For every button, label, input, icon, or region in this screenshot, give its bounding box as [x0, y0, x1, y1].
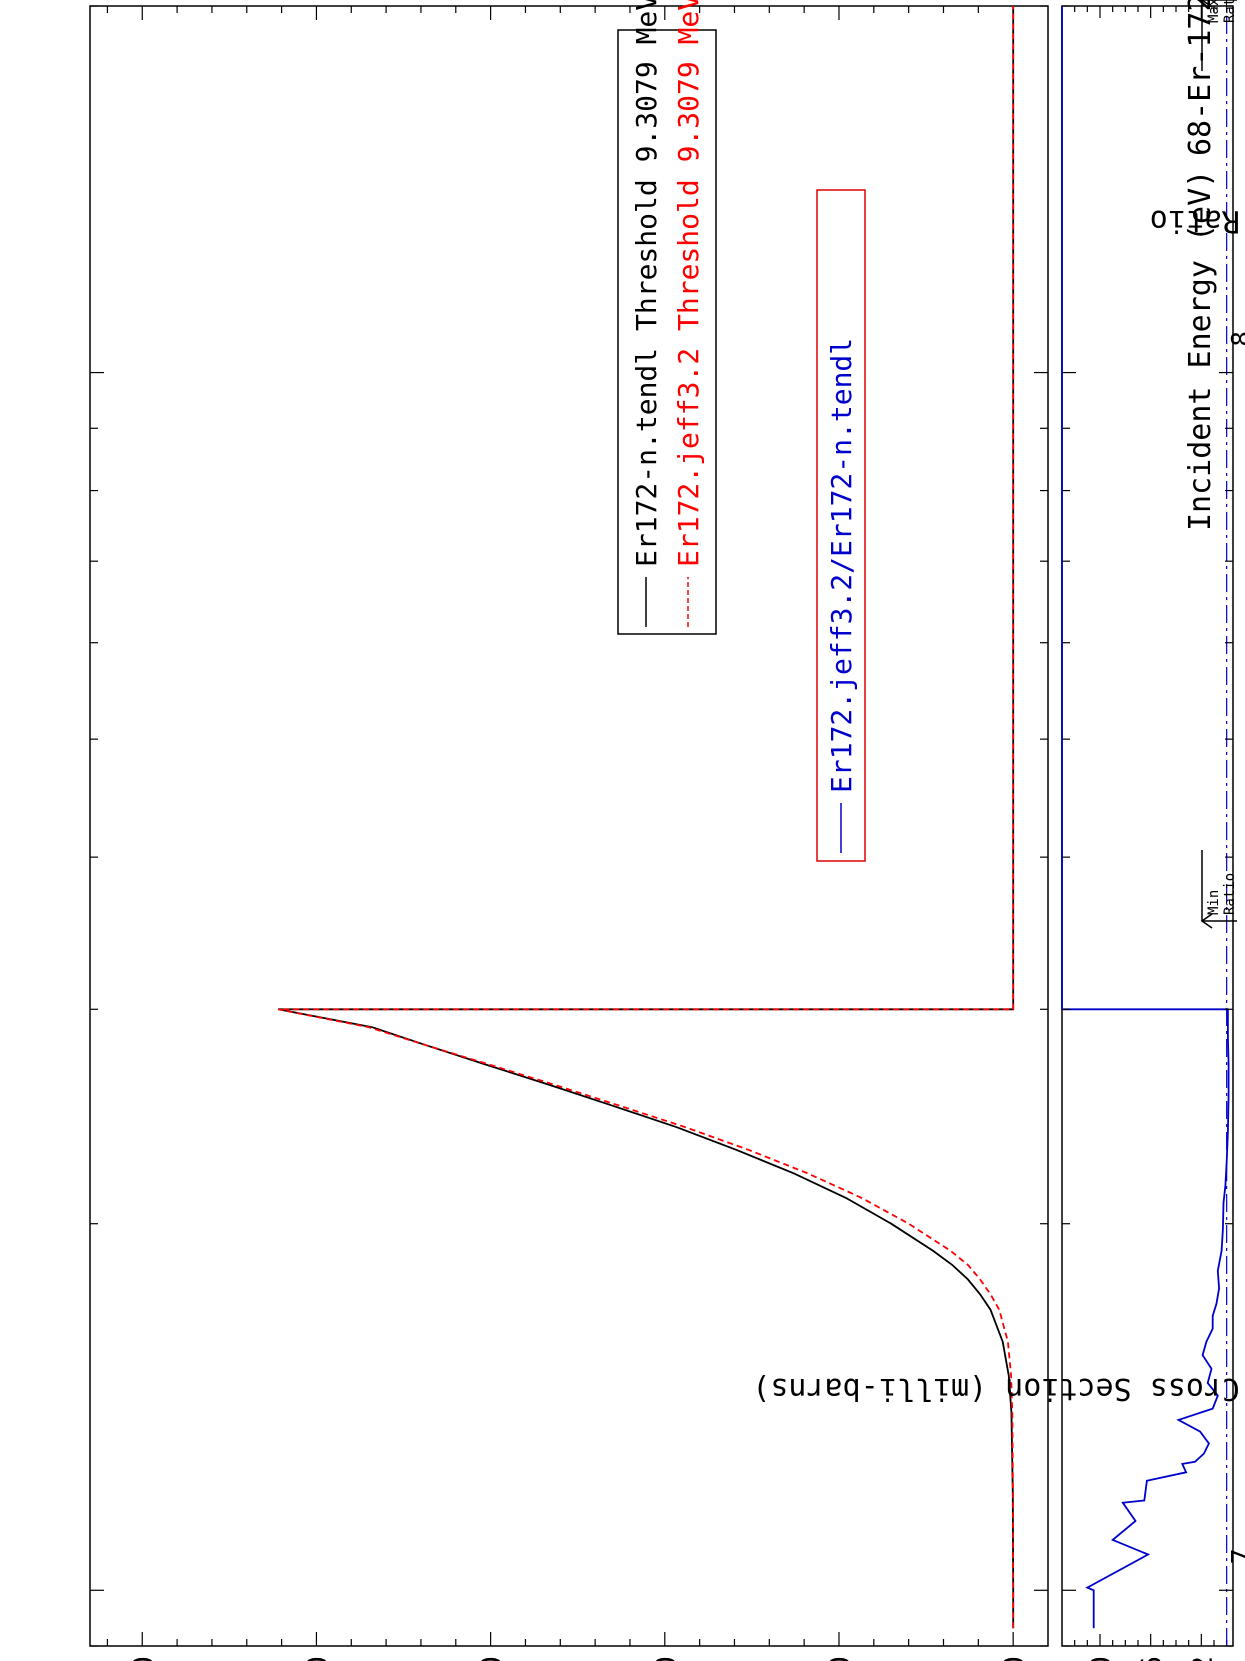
max-ratio-label-line1: Max [1206, 0, 1222, 23]
figure-title: 68-Er-172 [1183, 0, 1218, 156]
legend-label-tendl: Er172-n.tendl Threshold 9.3079 MeV [630, 0, 663, 567]
y-tick-label: 20 [649, 1656, 682, 1661]
min-ratio-label-line2: Ratio [1222, 873, 1238, 915]
x-tick-exponent: 7 [1227, 1549, 1245, 1565]
cross-section-panel: 0 10 20 30 40 50 [106, 6, 1030, 1661]
cross-section-legend: Er172-n.tendl Threshold 9.3079 MeV Er172… [617, 0, 717, 635]
ratio-legend-box [816, 189, 866, 862]
y-tick-label: 0 [997, 1656, 1030, 1661]
cross-section-frame [89, 5, 1049, 1647]
x-axis: 9107234567891082 [90, 5, 1245, 1647]
ratio-series-line [1061, 6, 1230, 1629]
ratio-y-tick-label: 1.2 [1185, 1656, 1218, 1661]
rotated-figure: 01020304050 1.21.62.0 9107234567891082 M… [89, 0, 1245, 1661]
ratio-legend: Er172.jeff3.2/Er172-n.tendl [816, 189, 866, 862]
max-ratio-arrow-head [1200, 0, 1213, 8]
jeff-series-line [277, 6, 1015, 1629]
max-min-ratio-arrows: Max Ratio Min Ratio [1200, 0, 1238, 929]
y-tick-label: 30 [475, 1656, 508, 1661]
y-tick-label: 40 [300, 1656, 333, 1661]
legend-label-jeff: Er172.jeff3.2 Threshold 9.3079 MeV [672, 0, 705, 567]
x-tick-exponent: 8 [1227, 331, 1245, 347]
min-ratio-label-line1: Min [1206, 890, 1222, 915]
ratio-panel: 1.2 1.6 2.0 [1061, 6, 1230, 1661]
ratio-y-tick-label: 2.0 [1084, 1656, 1117, 1661]
legend-label-ratio: Er172.jeff3.2/Er172-n.tendl [825, 338, 858, 793]
axis-labels: Incident Energy (eV) 68-Er-172 Cross Sec… [752, 0, 1240, 1406]
cross-section-y-label: Cross Section (milli-barns) [752, 1371, 1240, 1406]
ratio-y-label: Ratio [1150, 203, 1240, 238]
y-tick-label: 10 [823, 1656, 856, 1661]
ratio-y-tick-label: 1.6 [1135, 1656, 1168, 1661]
x-axis-label: Incident Energy (eV) [1183, 170, 1218, 531]
y-tick-label: 50 [126, 1656, 159, 1661]
cross-section-legend-box [617, 29, 717, 635]
max-ratio-label-line2: Ratio [1222, 0, 1238, 23]
